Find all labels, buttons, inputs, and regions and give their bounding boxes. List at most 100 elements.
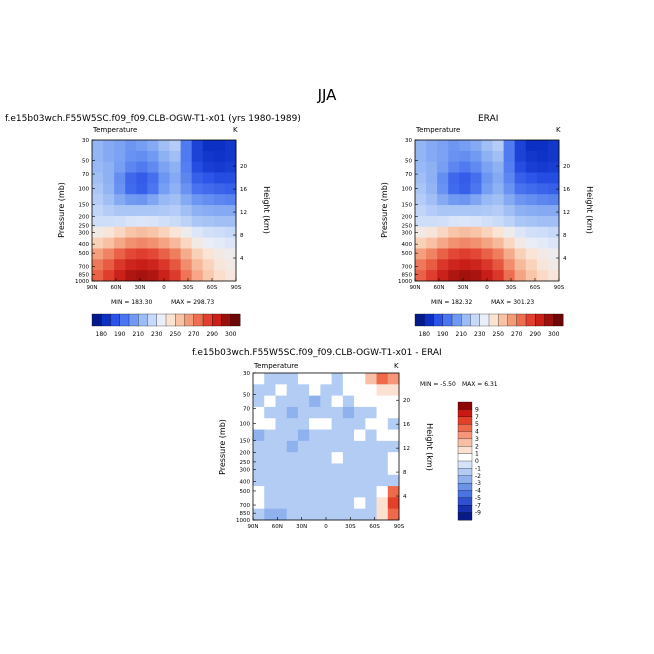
heat-cell xyxy=(331,452,344,464)
heat-cell xyxy=(415,226,427,239)
heat-cell xyxy=(536,259,549,271)
heat-cell xyxy=(147,140,159,152)
heat-cell xyxy=(426,161,438,173)
panel-obs-heading: ERAI xyxy=(478,114,499,124)
heat-cell xyxy=(470,172,482,184)
heat-cell xyxy=(387,418,400,430)
heat-cell xyxy=(125,215,137,228)
panel-diff-max: MAX = 6.31 xyxy=(462,381,498,388)
heat-cell xyxy=(286,452,299,464)
colorbar-label: 230 xyxy=(151,331,163,338)
heat-cell xyxy=(387,429,400,442)
colorbar-swatch xyxy=(457,409,473,418)
heat-cell xyxy=(536,248,549,260)
y2-tick-label: 12 xyxy=(563,210,570,216)
heat-cell xyxy=(125,194,137,206)
heat-cell xyxy=(387,440,400,453)
heat-cell xyxy=(275,452,288,464)
heat-cell xyxy=(286,508,299,521)
heat-cell xyxy=(448,259,460,271)
heat-cell xyxy=(514,161,527,173)
heat-cell xyxy=(376,452,389,464)
heat-cell xyxy=(180,172,193,184)
heat-cell xyxy=(342,463,355,476)
heat-cell xyxy=(503,205,516,217)
heat-cell xyxy=(320,452,333,464)
heat-cell xyxy=(92,161,104,173)
heat-cell xyxy=(202,270,215,282)
heat-cell xyxy=(342,497,355,510)
colorbar-swatch xyxy=(442,313,453,327)
heat-cell xyxy=(180,140,193,152)
heat-cell xyxy=(342,384,355,397)
colorbar-label: 0 xyxy=(475,458,479,465)
heat-cell xyxy=(365,406,377,419)
x-tick-label: 30N xyxy=(134,285,145,291)
heat-cell xyxy=(503,194,516,206)
heat-cell xyxy=(525,248,538,260)
heat-cell xyxy=(387,384,400,397)
colorbar-swatch xyxy=(424,313,434,327)
heat-cell xyxy=(286,440,299,453)
heat-cell xyxy=(354,440,366,453)
heat-cell xyxy=(426,140,438,152)
heat-cell xyxy=(525,150,538,163)
heat-cell xyxy=(320,463,333,476)
heat-cell xyxy=(147,237,159,249)
heat-cell xyxy=(114,259,126,271)
x-tick-label: 30S xyxy=(506,285,517,291)
heat-cell xyxy=(191,248,204,260)
colorbar-label: 180 xyxy=(419,331,431,338)
heat-cell xyxy=(470,259,482,271)
colorbar-label: 290 xyxy=(207,331,219,338)
heat-cell xyxy=(297,452,310,464)
heat-cell xyxy=(387,373,400,385)
panel-obs-min: MIN = 182.32 xyxy=(431,299,473,306)
heat-cell xyxy=(213,248,226,260)
colorbar-label: 190 xyxy=(114,331,126,338)
heat-cell xyxy=(320,429,333,442)
heat-cell xyxy=(514,226,527,239)
x-tick-label: 60N xyxy=(433,285,444,291)
heat-cell xyxy=(342,474,355,487)
heat-cell xyxy=(481,237,493,249)
y-tick-label: 850 xyxy=(402,272,413,278)
heat-cell xyxy=(547,205,560,217)
colorbar-label: 9 xyxy=(475,406,479,413)
heat-cell xyxy=(92,205,104,217)
heat-cell xyxy=(309,440,321,453)
heat-cell xyxy=(158,183,170,195)
heat-cell xyxy=(481,172,493,184)
colorbar-label: 210 xyxy=(133,331,145,338)
heat-cell xyxy=(213,226,226,239)
x-tick-label: 90N xyxy=(247,524,258,530)
heat-cell xyxy=(180,270,193,282)
heat-cell xyxy=(213,194,226,206)
colorbar-swatch xyxy=(457,401,473,410)
heat-cell xyxy=(437,140,449,152)
heat-cell xyxy=(213,215,226,228)
heat-cell xyxy=(459,259,471,271)
heat-cell xyxy=(481,226,493,239)
heat-cell xyxy=(275,497,288,510)
heat-cell xyxy=(147,194,159,206)
heat-cell xyxy=(459,194,471,206)
heat-cell xyxy=(365,429,377,442)
heat-cell xyxy=(470,248,482,260)
heat-cell xyxy=(503,183,516,195)
heat-cell xyxy=(470,226,482,239)
heat-cell xyxy=(253,418,265,430)
heat-cell xyxy=(492,237,505,249)
heat-cell xyxy=(437,237,449,249)
heat-cell xyxy=(376,440,389,453)
heat-cell xyxy=(136,140,148,152)
y2-tick-label: 16 xyxy=(563,187,570,193)
heat-cell xyxy=(275,440,288,453)
colorbar-swatch xyxy=(165,313,176,327)
y-tick-label: 1000 xyxy=(75,279,89,285)
heat-cell xyxy=(331,463,344,476)
heat-cell xyxy=(147,161,159,173)
colorbar-swatch xyxy=(230,313,241,327)
heat-cell xyxy=(536,205,549,217)
heat-cell xyxy=(125,248,137,260)
